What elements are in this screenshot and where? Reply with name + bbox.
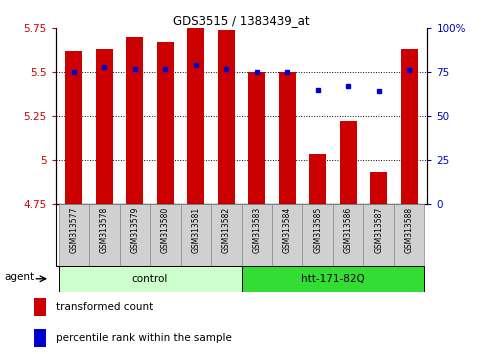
Text: GSM313580: GSM313580 xyxy=(161,207,170,253)
Bar xyxy=(340,121,356,204)
Text: GSM313586: GSM313586 xyxy=(344,207,353,253)
Bar xyxy=(120,204,150,266)
Text: htt-171-82Q: htt-171-82Q xyxy=(301,274,365,284)
Bar xyxy=(66,51,82,204)
Bar xyxy=(363,204,394,266)
Bar xyxy=(89,204,120,266)
Bar xyxy=(333,204,363,266)
Text: GSM313588: GSM313588 xyxy=(405,207,413,253)
Bar xyxy=(302,204,333,266)
Bar xyxy=(242,204,272,266)
Bar xyxy=(248,72,265,204)
Text: transformed count: transformed count xyxy=(56,302,153,312)
Text: percentile rank within the sample: percentile rank within the sample xyxy=(56,333,231,343)
Bar xyxy=(181,204,211,266)
Bar xyxy=(279,72,296,204)
Bar xyxy=(218,30,235,204)
Bar xyxy=(34,298,46,316)
Text: GSM313584: GSM313584 xyxy=(283,207,292,253)
Bar xyxy=(157,42,174,204)
Title: GDS3515 / 1383439_at: GDS3515 / 1383439_at xyxy=(173,14,310,27)
Bar xyxy=(187,28,204,204)
Text: GSM313579: GSM313579 xyxy=(130,207,139,253)
Text: control: control xyxy=(132,274,168,284)
Bar xyxy=(272,204,302,266)
Bar xyxy=(150,204,181,266)
Bar xyxy=(96,49,113,204)
Text: GSM313585: GSM313585 xyxy=(313,207,322,253)
Bar xyxy=(394,204,425,266)
Text: GSM313581: GSM313581 xyxy=(191,207,200,253)
Bar xyxy=(401,49,417,204)
Text: GSM313583: GSM313583 xyxy=(252,207,261,253)
Text: GSM313578: GSM313578 xyxy=(100,207,109,253)
Text: GSM313577: GSM313577 xyxy=(70,207,78,253)
Bar xyxy=(370,172,387,204)
Text: GSM313582: GSM313582 xyxy=(222,207,231,253)
Bar xyxy=(127,37,143,204)
Text: GSM313587: GSM313587 xyxy=(374,207,383,253)
Text: agent: agent xyxy=(4,273,35,282)
Bar xyxy=(58,204,89,266)
Bar xyxy=(242,266,425,292)
Bar xyxy=(58,266,242,292)
Bar xyxy=(34,329,46,347)
Bar xyxy=(309,154,326,204)
Bar xyxy=(211,204,242,266)
